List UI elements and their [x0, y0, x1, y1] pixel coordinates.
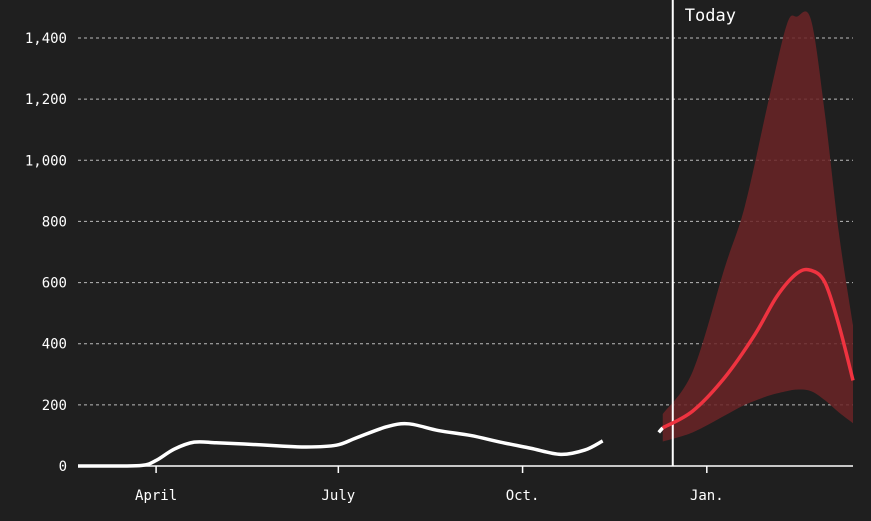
forecast-line — [661, 267, 855, 430]
y-axis: 0 200 400 600 800 1,000 1,200 1,400 — [25, 31, 67, 475]
observed-recent-line — [657, 426, 665, 434]
forecast-uncertainty-band — [662, 11, 853, 442]
today-label: Today — [685, 6, 736, 26]
y-tick-label: 800 — [42, 214, 67, 230]
y-tick-label: 200 — [42, 398, 67, 414]
y-tick-label: 1,000 — [25, 153, 67, 169]
x-tick-label: Oct. — [506, 488, 540, 504]
x-axis: April July Oct. Jan. — [78, 465, 853, 504]
y-tick-label: 1,400 — [25, 31, 67, 47]
x-tick-label: Jan. — [690, 488, 724, 504]
y-tick-label: 600 — [42, 276, 67, 292]
x-tick-label: July — [321, 488, 355, 504]
y-tick-label: 1,200 — [25, 92, 67, 108]
x-tick-label: April — [135, 488, 177, 504]
series-lines — [77, 267, 855, 468]
observed-line — [77, 421, 604, 468]
y-tick-label: 400 — [42, 337, 67, 353]
y-tick-label: 0 — [59, 459, 67, 475]
